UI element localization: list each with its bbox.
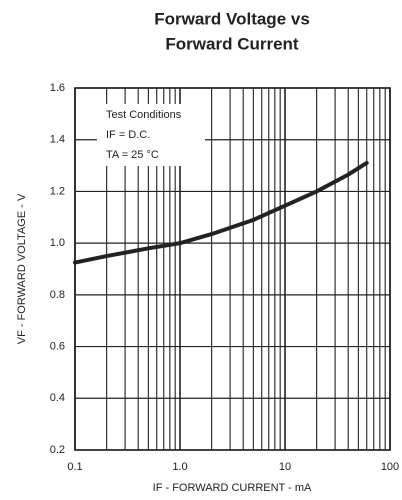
y-axis-label: VF - FORWARD VOLTAGE - V [16,193,28,344]
annotation-box [97,104,205,166]
y-tick-label: 0.4 [50,392,65,404]
y-tick-label: 0.2 [50,444,65,456]
y-tick-label: 0.8 [50,289,65,301]
plot-frame [74,87,391,451]
y-tick-label: 1.6 [50,82,65,94]
x-axis-label: IF - FORWARD CURRENT - mA [153,482,312,494]
annotation: TA = 25 °C [106,149,159,161]
y-tick-label: 0.6 [50,340,65,352]
line-series [73,160,369,265]
x-tick-label: 10 [279,461,291,473]
chart-title: Forward Voltage vs [154,9,310,28]
y-tick-label: 1.0 [50,237,65,249]
x-tick-label: 100 [381,461,399,473]
y-tick-label: 1.4 [50,134,65,146]
annotation: IF = D.C. [106,129,150,141]
x-tick-label: 0.1 [67,461,82,473]
x-tick-label: 1.0 [172,461,187,473]
y-tick-label: 1.2 [50,185,65,197]
chart-title: Forward Current [165,34,299,53]
annotation: Test Conditions [106,109,182,121]
